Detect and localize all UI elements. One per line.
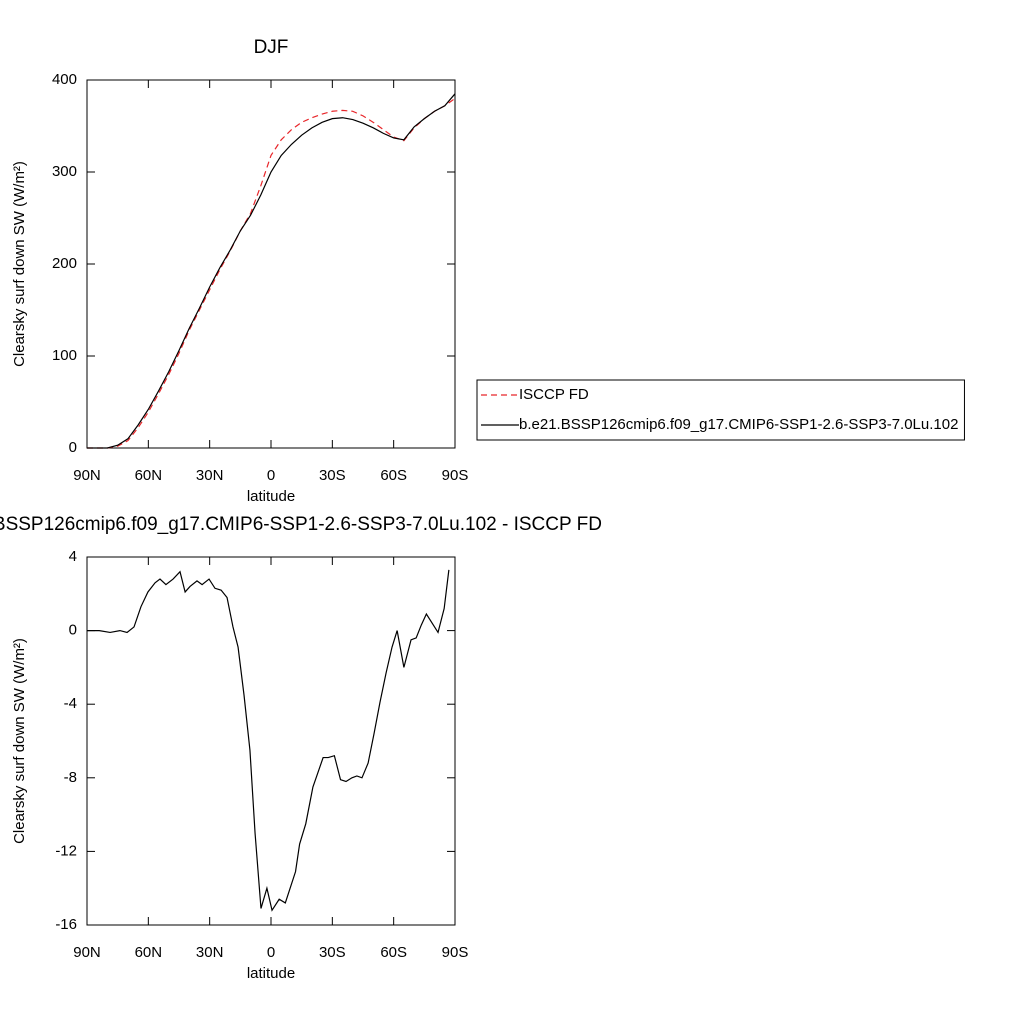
x-tick-label: 90S — [442, 944, 469, 961]
x-tick-label: 90N — [73, 467, 101, 484]
y-tick-label: 4 — [69, 548, 77, 565]
y-tick-label: 100 — [52, 347, 77, 364]
x-tick-label: 60S — [380, 944, 407, 961]
x-tick-label: 60N — [135, 944, 163, 961]
chart-title: b.e21.BSSP126cmip6.f09_g17.CMIP6-SSP1-2.… — [0, 514, 602, 535]
x-tick-label: 90N — [73, 944, 101, 961]
legend: ISCCP FD b.e21.BSSP126cmip6.f09_g17.CMIP6… — [476, 379, 965, 441]
y-tick-label: 300 — [52, 163, 77, 180]
legend-label: ISCCP FD — [519, 386, 589, 403]
x-tick-label: 30S — [319, 467, 346, 484]
y-axis-label: Clearsky surf down SW (W/m²) — [11, 161, 28, 367]
data-line — [87, 97, 456, 449]
legend-label: b.e21.BSSP126cmip6.f09_g17.CMIP6-SSP1-2.… — [519, 416, 958, 433]
data-line — [87, 569, 450, 912]
x-axis-label: latitude — [247, 965, 295, 982]
y-tick-label: 400 — [52, 71, 77, 88]
y-tick-label: -8 — [64, 769, 77, 786]
y-tick-label: 200 — [52, 255, 77, 272]
x-tick-label: 30S — [319, 944, 346, 961]
x-tick-label: 60S — [380, 467, 407, 484]
y-tick-label: -4 — [64, 695, 77, 712]
x-tick-label: 30N — [196, 467, 224, 484]
x-tick-label: 0 — [267, 944, 275, 961]
x-tick-label: 60N — [135, 467, 163, 484]
data-line — [87, 93, 456, 449]
y-axis-label: Clearsky surf down SW (W/m²) — [11, 638, 28, 844]
y-tick-label: -16 — [55, 916, 77, 933]
legend-box — [476, 379, 965, 441]
x-tick-label: 90S — [442, 467, 469, 484]
x-tick-label: 30N — [196, 944, 224, 961]
x-axis-label: latitude — [247, 488, 295, 505]
chart-title: DJF — [254, 37, 289, 58]
y-tick-label: 0 — [69, 439, 77, 456]
y-tick-label: -12 — [55, 842, 77, 859]
y-tick-label: 0 — [69, 622, 77, 639]
x-tick-label: 0 — [267, 467, 275, 484]
